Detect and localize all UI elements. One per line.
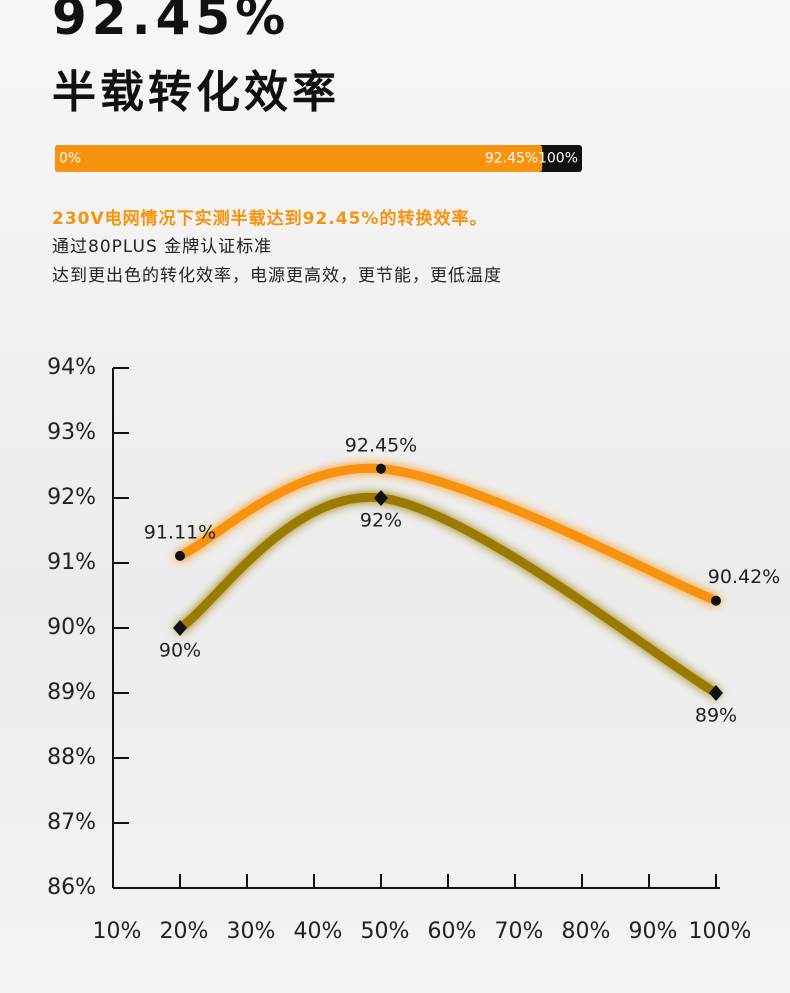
marker [374, 490, 388, 506]
x-tick-label: 100% [689, 919, 752, 944]
y-tick-label: 88% [47, 745, 96, 770]
y-tick-label: 94% [47, 355, 96, 380]
x-tick-label: 40% [294, 919, 343, 944]
y-tick-label: 93% [47, 420, 96, 445]
headline: 92.45% [52, 0, 291, 46]
x-tick-label: 80% [562, 919, 611, 944]
y-tick-label: 91% [47, 550, 96, 575]
x-tick-label: 60% [428, 919, 477, 944]
progress-fill [55, 145, 543, 172]
highlight: 230V电网情况下实测半载达到92.45%的转换效率。 [52, 209, 488, 229]
description-line: 通过80PLUS 金牌认证标准 [52, 237, 273, 257]
y-tick-label: 86% [47, 875, 96, 900]
data-label: 90% [159, 640, 201, 662]
data-label: 91.11% [144, 521, 216, 543]
data-label: 92.45% [345, 434, 417, 456]
progress-value-label: 92.45% [485, 151, 538, 167]
series-line [175, 492, 721, 698]
marker [709, 685, 723, 701]
x-tick-label: 50% [361, 919, 410, 944]
y-tick-label: 89% [47, 680, 96, 705]
marker [711, 595, 721, 606]
y-tick-label: 92% [47, 485, 96, 510]
data-label: 89% [695, 705, 737, 727]
y-tick-label: 87% [47, 810, 96, 835]
x-tick-label: 20% [160, 919, 209, 944]
title: 半载转化效率 [52, 67, 340, 118]
marker [175, 550, 185, 561]
description-line: 达到更出色的转化效率，电源更高效，更节能，更低温度 [52, 266, 502, 286]
progress-min-label: 0% [59, 151, 81, 167]
data-label: 90.42% [708, 566, 780, 588]
marker [376, 463, 386, 474]
x-tick-label: 70% [495, 919, 544, 944]
y-tick-label: 90% [47, 615, 96, 640]
progress-max-label: 100% [538, 151, 578, 167]
series-line [175, 463, 721, 606]
marker [173, 620, 187, 636]
x-tick-label: 10% [93, 919, 142, 944]
data-label: 92% [360, 510, 402, 532]
x-tick-label: 90% [629, 919, 678, 944]
x-tick-label: 30% [227, 919, 276, 944]
